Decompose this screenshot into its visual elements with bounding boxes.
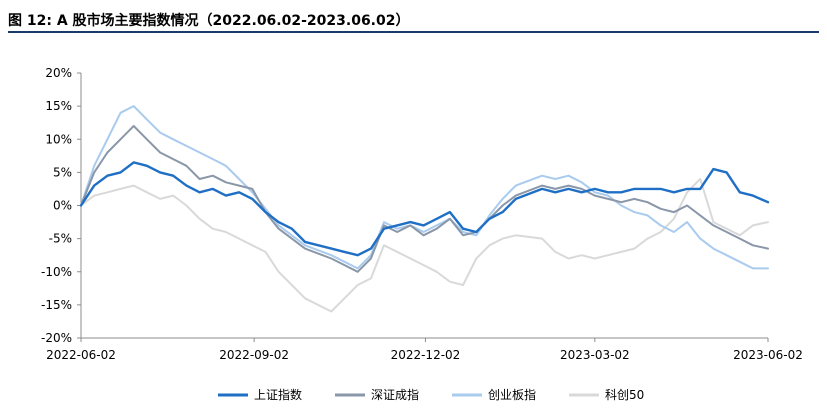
legend-label: 上证指数 xyxy=(254,387,302,402)
title-divider xyxy=(8,31,819,33)
y-tick-label: 5% xyxy=(53,165,72,179)
y-tick-label: -15% xyxy=(41,298,72,312)
legend-label: 深证成指 xyxy=(371,387,419,402)
series-line-2 xyxy=(80,125,769,273)
series-line-4 xyxy=(80,178,769,313)
y-tick-label: -20% xyxy=(41,331,72,345)
x-tick-label: 2023-06-02 xyxy=(733,348,803,362)
y-tick-label: 10% xyxy=(45,132,72,146)
y-tick-label: -5% xyxy=(49,232,72,246)
legend-label: 科创50 xyxy=(605,388,644,402)
series-line-1 xyxy=(79,161,770,257)
legend-label: 创业板指 xyxy=(488,387,536,402)
y-tick-label: -10% xyxy=(41,265,72,279)
chart-title: 图 12: A 股市场主要指数情况（2022.06.02-2023.06.02） xyxy=(8,13,410,29)
x-tick-label: 2022-12-02 xyxy=(391,348,461,362)
y-tick-label: 20% xyxy=(45,66,72,80)
x-tick-label: 2023-03-02 xyxy=(560,348,630,362)
x-tick-label: 2022-09-02 xyxy=(219,348,289,362)
figure-title-bar: 图 12: A 股市场主要指数情况（2022.06.02-2023.06.02） xyxy=(8,6,819,33)
y-tick-label: 0% xyxy=(53,199,72,213)
y-tick-label: 15% xyxy=(45,99,72,113)
x-tick-label: 2022-06-02 xyxy=(46,348,116,362)
series-line-3 xyxy=(80,105,769,270)
